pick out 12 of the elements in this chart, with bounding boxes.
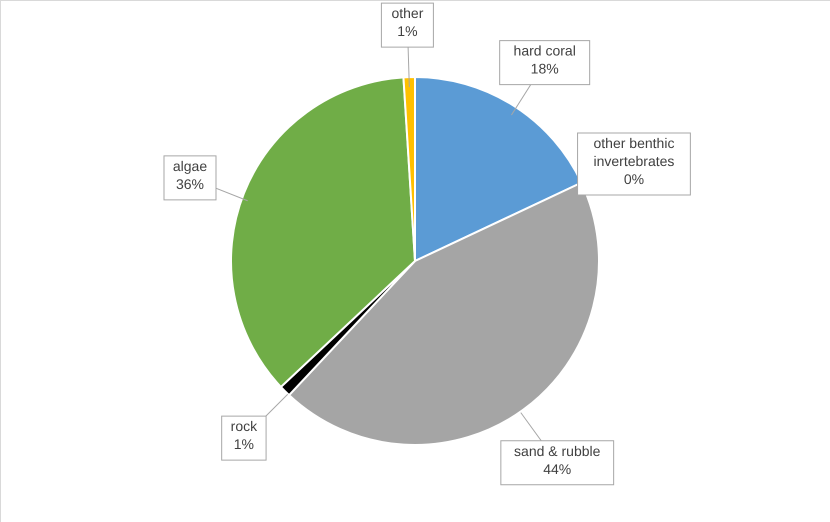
data-label: 18% [530, 60, 559, 77]
data-label: 1% [234, 436, 254, 452]
text: 0% [624, 170, 644, 187]
slice-label: algae [172, 158, 208, 174]
slice-label: sand & rubble [514, 442, 601, 459]
data-label: 44% [543, 460, 572, 477]
data-label: 36% [176, 176, 204, 192]
data-label: 1% [397, 23, 418, 40]
category-label: other benthic invertebrates [593, 134, 674, 169]
slice-label: hard coral [514, 42, 576, 59]
slice-label: rock [230, 418, 258, 434]
slice-label: other [391, 5, 424, 22]
